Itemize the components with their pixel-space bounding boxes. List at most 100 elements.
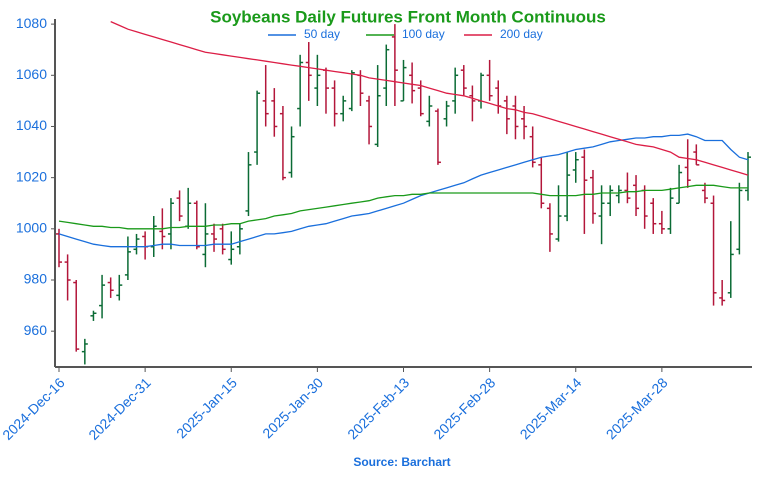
ohlc-bar — [615, 185, 622, 204]
ohlc-bar — [658, 210, 665, 234]
ohlc-bar — [538, 157, 545, 209]
ohlc-bar — [81, 338, 88, 365]
ohlc-bar — [650, 198, 657, 234]
ohlc-bar — [426, 95, 433, 127]
ohlc-bar — [727, 221, 734, 298]
ohlc-bar — [340, 95, 347, 122]
ohlc-bar — [409, 62, 416, 104]
ohlc-bar — [348, 70, 355, 112]
ohlc-bar — [314, 54, 321, 106]
ohlc-bar — [572, 152, 579, 183]
ohlc-bar — [667, 187, 674, 234]
ohlc-bar — [564, 152, 571, 222]
ohlc-bar — [64, 254, 71, 301]
ohlc-bar — [745, 152, 751, 201]
x-tick-label: 2025-Mar-28 — [603, 374, 671, 442]
ohlc-bar — [719, 280, 726, 306]
ohlc-bar — [73, 280, 80, 352]
x-tick-label: 2025-Jan-15 — [173, 374, 240, 441]
legend-label: 200 day — [500, 27, 543, 41]
ohlc-bar — [495, 80, 502, 114]
ohlc-bar — [736, 182, 743, 255]
ohlc-bar — [607, 185, 614, 217]
ohlc-bar — [469, 85, 476, 122]
ohlc-bar — [322, 67, 329, 114]
ohlc-bar — [211, 223, 218, 252]
ohlc-bar — [555, 185, 562, 242]
y-tick-label: 1060 — [16, 66, 47, 82]
ohlc-bar — [279, 106, 286, 181]
ohlc-bar — [478, 72, 485, 109]
ohlc-bar — [90, 310, 97, 321]
ohlc-bar — [219, 223, 226, 255]
ohlc-bar — [589, 169, 596, 224]
ma-line — [58, 184, 748, 230]
ohlc-bar — [400, 59, 407, 102]
ohlc-bar — [598, 185, 605, 245]
ohlc-bar — [133, 233, 140, 255]
ohlc-bar — [150, 216, 157, 257]
ohlc-bar — [262, 65, 269, 127]
ma-line — [58, 133, 749, 248]
y-tick-label: 1000 — [16, 220, 47, 236]
ohlc-bar — [417, 80, 424, 117]
ohlc-bar — [331, 80, 338, 127]
ohlc-bar — [288, 126, 295, 178]
legend-label: 50 day — [304, 27, 340, 41]
ohlc-bar — [366, 95, 373, 145]
ohlc-bar — [271, 88, 278, 137]
ohlc-bar — [503, 95, 510, 135]
ohlc-bar — [185, 187, 192, 229]
ohlc-bar — [641, 185, 648, 229]
y-tick-label: 1080 — [16, 15, 47, 31]
ohlc-bar — [693, 144, 700, 166]
ohlc-bar — [521, 106, 528, 140]
ohlc-bar — [228, 231, 235, 265]
y-tick-label: 980 — [24, 271, 48, 287]
ohlc-bar — [236, 223, 243, 255]
ohlc-bar — [202, 203, 209, 268]
ohlc-bar — [710, 195, 717, 306]
ohlc-bar — [443, 100, 450, 127]
ohlc-bar — [305, 42, 312, 101]
ohlc-bar — [452, 67, 459, 114]
ohlc-bar — [107, 277, 114, 298]
x-tick-label: 2025-Jan-30 — [259, 374, 326, 441]
ohlc-bar — [193, 200, 200, 250]
ohlc-bar — [124, 236, 131, 280]
y-tick-label: 960 — [24, 322, 48, 338]
ohlc-bar — [624, 172, 631, 204]
x-tick-label: 2025-Mar-14 — [516, 374, 584, 442]
y-tick-label: 1040 — [16, 117, 47, 133]
ohlc-bar — [391, 24, 398, 106]
ohlc-bar — [374, 65, 381, 147]
ohlc-bar — [116, 274, 123, 301]
ohlc-bar — [512, 95, 519, 140]
legend-label: 100 day — [402, 27, 445, 41]
source: Source: Barchart — [353, 455, 450, 469]
ohlc-bar — [176, 190, 183, 222]
ohlc-bar — [142, 231, 149, 260]
ohlc-bar — [254, 90, 261, 165]
ohlc-bar — [245, 152, 252, 217]
chart-title: Soybeans Daily Futures Front Month Conti… — [210, 7, 606, 26]
ohlc-bar — [546, 203, 553, 252]
ohlc-bar — [56, 228, 62, 268]
ohlc-bar — [383, 44, 390, 106]
ohlc-bar — [701, 182, 708, 204]
ohlc-bar — [684, 139, 691, 188]
y-tick-label: 1020 — [16, 168, 47, 184]
ohlc-bar — [676, 164, 683, 204]
x-tick-label: 2024-Dec-16 — [0, 374, 68, 443]
ohlc-bar — [167, 198, 174, 250]
ohlc-bar — [434, 108, 441, 165]
ohlc-bar — [99, 274, 106, 319]
ma-line — [110, 21, 749, 176]
ohlc-bar — [486, 59, 493, 101]
x-tick-label: 2025-Feb-13 — [344, 374, 412, 442]
x-tick-label: 2024-Dec-31 — [85, 374, 154, 443]
ohlc-bar — [633, 175, 640, 217]
ohlc-bar — [581, 149, 588, 234]
